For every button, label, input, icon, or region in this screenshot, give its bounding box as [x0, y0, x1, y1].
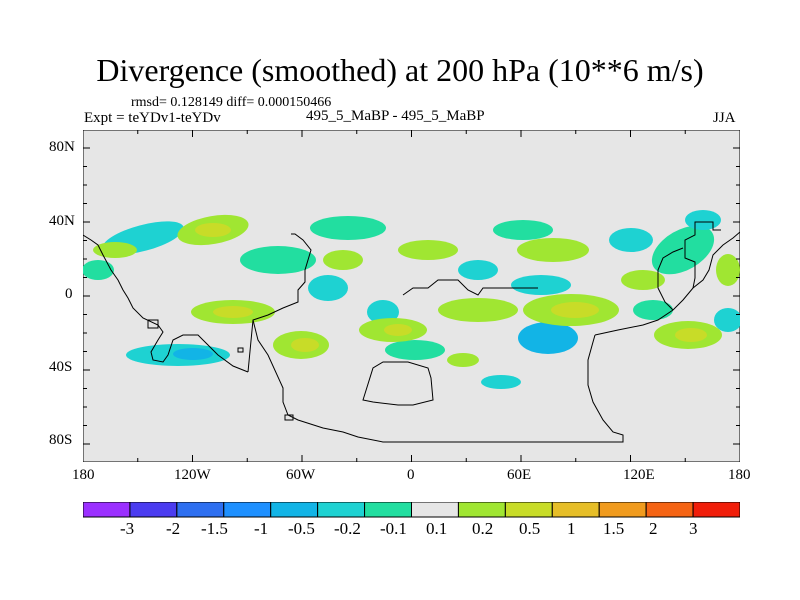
colorbar-box	[83, 502, 131, 518]
coastline-island	[284, 414, 294, 421]
colorbar-label: 1	[567, 519, 576, 538]
colorbar-label: -1.5	[201, 519, 228, 538]
colorbar-box	[692, 502, 740, 518]
contour-pos	[675, 328, 707, 342]
lon-label-120e: 120E	[623, 467, 655, 483]
contour-neg	[518, 322, 578, 354]
lon-label-60w: 60W	[286, 467, 316, 483]
coastline-south-america-south	[252, 319, 624, 443]
contour-pos	[447, 353, 479, 367]
coastline-north-america	[83, 234, 249, 373]
colorbar-label: 3	[689, 519, 698, 538]
contour-pos	[93, 242, 137, 258]
colorbar-box	[223, 502, 272, 518]
coastline-pacific-islands	[147, 319, 159, 329]
contour-pos	[398, 240, 458, 260]
colorbar-boxes	[83, 502, 740, 518]
lon-label-180e: 180	[728, 467, 751, 483]
colorbar-box	[411, 502, 459, 518]
lat-label-40s: 40S	[49, 359, 73, 375]
colorbar-box	[176, 502, 225, 518]
coastlines	[83, 221, 740, 443]
colorbar-box	[504, 502, 553, 518]
contour-neg	[609, 228, 653, 252]
contour-neg	[458, 260, 498, 280]
contour-neg	[173, 348, 213, 360]
colorbar-label: -0.5	[288, 519, 315, 538]
colorbar-label: 0.5	[519, 519, 541, 538]
axis-ticks	[83, 130, 740, 462]
contour-neg	[685, 210, 721, 230]
lon-label-0: 0	[407, 467, 415, 483]
coastline-africa	[362, 361, 434, 406]
contour-neg	[714, 308, 740, 332]
season-label: JJA	[713, 110, 736, 126]
colorbar-box	[364, 502, 413, 518]
lon-label-120w: 120W	[174, 467, 211, 483]
contour-neg	[651, 225, 715, 275]
contour-pos	[716, 254, 740, 286]
contour-neg	[83, 260, 114, 280]
divergence-contours	[83, 210, 740, 389]
coastline-island	[237, 347, 244, 353]
contour-neg	[308, 275, 348, 301]
experiment-label: Expt = teYDv1-teYDv	[84, 110, 221, 126]
colorbar-box	[270, 502, 319, 518]
colorbar-label: -2	[166, 519, 181, 538]
case-names: 495_5_MaBP - 495_5_MaBP	[306, 108, 485, 124]
contour-neg	[310, 216, 386, 240]
contour-pos	[213, 306, 253, 318]
colorbar-box	[551, 502, 600, 518]
contour-neg	[481, 375, 521, 389]
lon-label-60e: 60E	[507, 467, 532, 483]
colorbar-box	[457, 502, 506, 518]
colorbar-label: -1	[254, 519, 269, 538]
coastline-kamchatka	[657, 247, 684, 311]
contour-pos	[323, 250, 363, 270]
contour-neg	[367, 300, 399, 324]
divergence-map	[83, 130, 740, 462]
contour-neg	[385, 340, 445, 360]
contour-pos	[438, 298, 518, 322]
lon-label-180w: 180	[72, 467, 95, 483]
contour-neg	[633, 300, 673, 320]
colorbar-label: 0.1	[426, 519, 448, 538]
contour-pos	[291, 338, 319, 352]
coastline-asia-north	[684, 221, 721, 289]
colorbar-box	[317, 502, 366, 518]
colorbar-label: 0.2	[472, 519, 494, 538]
colorbar	[83, 502, 740, 518]
plot-title: Divergence (smoothed) at 200 hPa (10**6 …	[96, 52, 704, 88]
contour-pos	[621, 270, 665, 290]
colorbar-label: 2	[649, 519, 658, 538]
contour-pos	[517, 238, 589, 262]
map-background	[83, 130, 740, 462]
coastline-eurasia	[402, 279, 538, 296]
lat-label-80n: 80N	[49, 139, 75, 155]
contour-neg	[493, 220, 553, 240]
coastline-south-america	[247, 233, 312, 373]
contour-pos	[551, 302, 599, 318]
colorbar-label: -3	[120, 519, 135, 538]
lat-label-eq: 0	[65, 286, 73, 302]
colorbar-label: 1.5	[603, 519, 625, 538]
contour-neg	[240, 246, 316, 274]
colorbar-box	[645, 502, 694, 518]
contour-pos	[195, 223, 231, 237]
contour-pos	[384, 324, 412, 336]
colorbar-box	[598, 502, 647, 518]
colorbar-label: -0.2	[334, 519, 361, 538]
contour-neg	[511, 275, 571, 295]
colorbar-label: -0.1	[380, 519, 407, 538]
lat-label-80s: 80S	[49, 432, 73, 448]
stats-text: rmsd= 0.128149 diff= 0.000150466	[131, 95, 332, 110]
colorbar-box	[129, 502, 178, 518]
lat-label-40n: 40N	[49, 213, 75, 229]
